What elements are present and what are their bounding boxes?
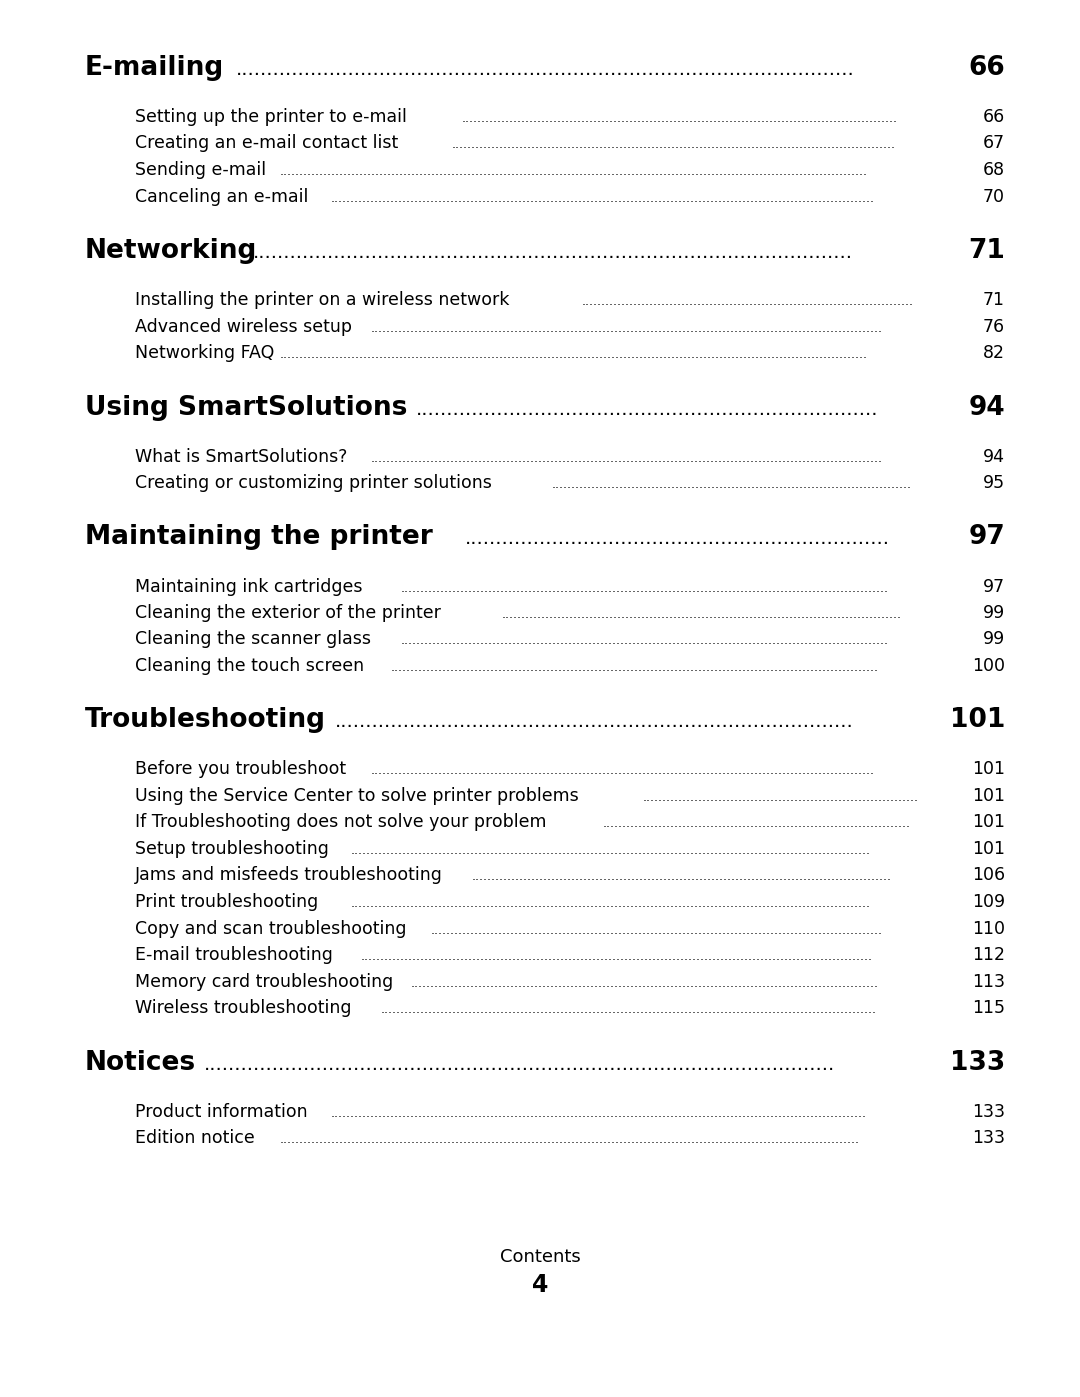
Text: ................................................................................: ........................................… bbox=[391, 661, 879, 673]
Text: 113: 113 bbox=[972, 972, 1005, 990]
Text: ................................................................................: ........................................… bbox=[451, 138, 895, 151]
Text: Using the Service Center to solve printer problems: Using the Service Center to solve printe… bbox=[135, 787, 579, 805]
Text: 97: 97 bbox=[983, 577, 1005, 595]
Text: Cleaning the exterior of the printer: Cleaning the exterior of the printer bbox=[135, 604, 441, 622]
Text: 133: 133 bbox=[972, 1129, 1005, 1147]
Text: Maintaining the printer: Maintaining the printer bbox=[85, 524, 433, 550]
Text: ................................................................................: ........................................… bbox=[280, 348, 868, 360]
Text: ................................................................................: ........................................… bbox=[350, 897, 870, 909]
Text: 101: 101 bbox=[972, 760, 1005, 778]
Text: ................................................................................: ........................................… bbox=[410, 977, 879, 989]
Text: Cleaning the scanner glass: Cleaning the scanner glass bbox=[135, 630, 372, 648]
Text: Product information: Product information bbox=[135, 1102, 308, 1120]
Text: E-mailing: E-mailing bbox=[85, 54, 225, 81]
Text: If Troubleshooting does not solve your problem: If Troubleshooting does not solve your p… bbox=[135, 813, 546, 831]
Text: ................................................................................: ........................................… bbox=[431, 923, 883, 936]
Text: Copy and scan troubleshooting: Copy and scan troubleshooting bbox=[135, 919, 406, 937]
Text: E-mail troubleshooting: E-mail troubleshooting bbox=[135, 946, 333, 964]
Text: 68: 68 bbox=[983, 161, 1005, 179]
Text: ................................................................................: ........................................… bbox=[330, 1106, 866, 1119]
Text: 112: 112 bbox=[972, 946, 1005, 964]
Text: ................................................................................: ........................................… bbox=[335, 712, 853, 732]
Text: ..........................................................................: ........................................… bbox=[416, 400, 879, 419]
Text: ................................................................................: ........................................… bbox=[401, 634, 889, 647]
Text: Setup troubleshooting: Setup troubleshooting bbox=[135, 840, 329, 858]
Text: 101: 101 bbox=[972, 813, 1005, 831]
Text: 99: 99 bbox=[983, 604, 1005, 622]
Text: Jams and misfeeds troubleshooting: Jams and misfeeds troubleshooting bbox=[135, 866, 443, 884]
Text: 109: 109 bbox=[972, 893, 1005, 911]
Text: Networking FAQ: Networking FAQ bbox=[135, 344, 274, 362]
Text: 110: 110 bbox=[972, 919, 1005, 937]
Text: ................................................................................: ........................................… bbox=[237, 60, 855, 80]
Text: Networking: Networking bbox=[85, 237, 257, 264]
Text: 115: 115 bbox=[972, 999, 1005, 1017]
Text: Advanced wireless setup: Advanced wireless setup bbox=[135, 317, 352, 335]
Text: ................................................................................: ........................................… bbox=[253, 243, 852, 263]
Text: ................................................................................: ........................................… bbox=[380, 1003, 877, 1016]
Text: 76: 76 bbox=[983, 317, 1005, 335]
Text: Contents: Contents bbox=[500, 1248, 580, 1266]
Text: ................................................................................: ........................................… bbox=[370, 321, 882, 334]
Text: ................................................................................: ........................................… bbox=[350, 844, 870, 856]
Text: Notices: Notices bbox=[85, 1049, 197, 1076]
Text: Before you troubleshoot: Before you troubleshoot bbox=[135, 760, 346, 778]
Text: 133: 133 bbox=[972, 1102, 1005, 1120]
Text: Maintaining ink cartridges: Maintaining ink cartridges bbox=[135, 577, 363, 595]
Text: 101: 101 bbox=[972, 787, 1005, 805]
Text: ................................................................................: ........................................… bbox=[330, 191, 875, 204]
Text: ................................................................................: ........................................… bbox=[401, 581, 889, 595]
Text: Creating or customizing printer solutions: Creating or customizing printer solution… bbox=[135, 474, 491, 492]
Text: 94: 94 bbox=[969, 394, 1005, 420]
Text: ................................................................................: ........................................… bbox=[280, 1133, 860, 1146]
Text: Wireless troubleshooting: Wireless troubleshooting bbox=[135, 999, 351, 1017]
Text: 66: 66 bbox=[969, 54, 1005, 81]
Text: What is SmartSolutions?: What is SmartSolutions? bbox=[135, 447, 348, 465]
Text: ................................................................................: ........................................… bbox=[461, 112, 897, 124]
Text: 101: 101 bbox=[972, 840, 1005, 858]
Text: Canceling an e-mail: Canceling an e-mail bbox=[135, 187, 309, 205]
Text: ................................................................................: ........................................… bbox=[552, 478, 912, 490]
Text: ................................................................................: ........................................… bbox=[361, 950, 873, 963]
Text: ................................................................................: ........................................… bbox=[370, 764, 875, 778]
Text: Creating an e-mail contact list: Creating an e-mail contact list bbox=[135, 134, 399, 152]
Text: 67: 67 bbox=[983, 134, 1005, 152]
Text: ................................................................................: ........................................… bbox=[501, 608, 902, 622]
Text: 133: 133 bbox=[949, 1049, 1005, 1076]
Text: 101: 101 bbox=[949, 707, 1005, 733]
Text: Memory card troubleshooting: Memory card troubleshooting bbox=[135, 972, 393, 990]
Text: Edition notice: Edition notice bbox=[135, 1129, 255, 1147]
Text: Troubleshooting: Troubleshooting bbox=[85, 707, 326, 733]
Text: Setting up the printer to e-mail: Setting up the printer to e-mail bbox=[135, 108, 407, 126]
Text: 97: 97 bbox=[969, 524, 1005, 550]
Text: .............................................................................: ........................................… bbox=[603, 817, 910, 830]
Text: .....................................................................: ........................................… bbox=[643, 791, 918, 805]
Text: 100: 100 bbox=[972, 657, 1005, 675]
Text: ................................................................................: ........................................… bbox=[582, 295, 914, 307]
Text: Installing the printer on a wireless network: Installing the printer on a wireless net… bbox=[135, 291, 510, 309]
Text: 106: 106 bbox=[972, 866, 1005, 884]
Text: ................................................................................: ........................................… bbox=[370, 451, 882, 464]
Text: Cleaning the touch screen: Cleaning the touch screen bbox=[135, 657, 364, 675]
Text: 82: 82 bbox=[983, 344, 1005, 362]
Text: 66: 66 bbox=[983, 108, 1005, 126]
Text: Using SmartSolutions: Using SmartSolutions bbox=[85, 394, 407, 420]
Text: 71: 71 bbox=[983, 291, 1005, 309]
Text: ....................................................................: ........................................… bbox=[465, 529, 890, 549]
Text: ................................................................................: ........................................… bbox=[280, 165, 868, 177]
Text: Sending e-mail: Sending e-mail bbox=[135, 161, 266, 179]
Text: ................................................................................: ........................................… bbox=[471, 870, 891, 883]
Text: 71: 71 bbox=[968, 237, 1005, 264]
Text: 99: 99 bbox=[983, 630, 1005, 648]
Text: 94: 94 bbox=[983, 447, 1005, 465]
Text: ................................................................................: ........................................… bbox=[203, 1055, 835, 1073]
Text: 95: 95 bbox=[983, 474, 1005, 492]
Text: Print troubleshooting: Print troubleshooting bbox=[135, 893, 319, 911]
Text: 70: 70 bbox=[983, 187, 1005, 205]
Text: 4: 4 bbox=[531, 1273, 549, 1296]
